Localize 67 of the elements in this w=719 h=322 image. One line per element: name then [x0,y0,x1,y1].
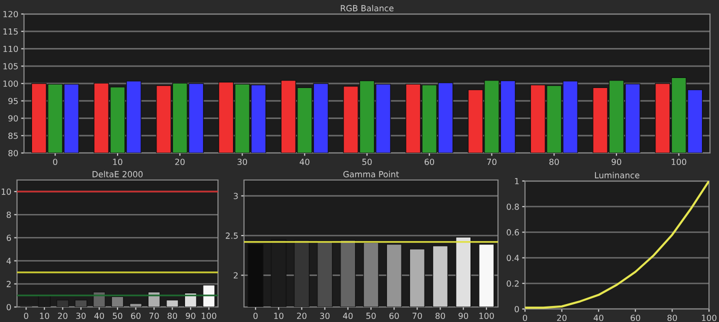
y-tick-label: 10 [2,188,11,195]
y-tick-label: 2 [234,272,238,278]
chart-title: DeltaE 2000 [92,170,143,178]
x-tick-label: 10 [40,312,50,320]
y-tick-label: 95 [8,98,18,104]
y-tick-label: 0.6 [506,229,519,236]
x-tick-label: 70 [149,312,159,320]
y-tick-label: 0 [514,306,519,312]
x-tick-label: 80 [436,312,446,320]
x-tick-label: 40 [594,314,604,322]
x-tick-label: 80 [168,312,178,320]
y-tick-label: 105 [3,63,18,70]
x-tick-label: 20 [175,158,185,166]
x-tick-label: 0 [53,158,58,166]
x-tick-label: 20 [557,314,567,322]
chart-title: RGB Balance [340,4,394,12]
x-tick-label: 40 [300,158,310,166]
x-tick-label: 30 [320,312,330,320]
y-tick-label: 80 [8,150,18,156]
x-tick-label: 100 [702,314,716,322]
y-tick-label: 4 [6,258,11,264]
x-tick-label: 20 [297,312,306,320]
x-tick-label: 90 [458,312,468,320]
y-tick-label: 0 [6,304,11,310]
y-tick-label: 3 [234,192,238,200]
x-tick-label: 90 [186,312,196,320]
x-tick-label: 60 [424,158,434,166]
x-tick-label: 100 [672,158,686,166]
x-tick-label: 0 [24,312,28,320]
x-tick-label: 100 [202,312,216,320]
y-tick-label: 2 [6,280,11,288]
x-tick-label: 90 [612,158,622,166]
y-tick-label: 6 [6,234,11,242]
x-tick-label: 50 [362,158,372,166]
chart-title: Luminance [595,172,640,178]
x-tick-label: 10 [274,312,284,320]
y-tick-label: 90 [8,115,18,122]
y-tick-label: 120 [3,10,18,18]
y-tick-label: 100 [3,80,18,87]
x-tick-label: 0 [522,314,528,322]
y-tick-label: 0.2 [506,280,519,287]
x-tick-label: 20 [58,312,68,320]
x-tick-label: 40 [343,312,353,320]
x-tick-label: 60 [389,312,399,320]
x-tick-label: 60 [131,312,141,320]
x-tick-label: 50 [112,312,122,320]
x-tick-label: 30 [76,312,86,320]
y-tick-label: 0.4 [506,254,519,262]
x-tick-label: 70 [412,312,422,320]
y-tick-label: 8 [6,212,11,218]
x-tick-label: 60 [630,314,640,322]
x-tick-label: 30 [238,158,248,166]
chart-title: Gamma Point [343,170,399,178]
x-tick-label: 0 [253,312,258,320]
x-tick-label: 80 [549,158,559,166]
y-tick-label: 85 [8,132,18,139]
x-tick-label: 70 [487,158,496,166]
y-tick-label: 115 [3,28,18,35]
y-tick-label: 110 [3,46,18,52]
x-tick-label: 80 [667,314,677,322]
y-tick-label: 1 [515,178,519,184]
x-tick-label: 100 [479,312,494,320]
x-tick-label: 10 [113,158,122,166]
y-tick-label: 0.8 [506,204,519,210]
x-tick-label: 40 [94,312,104,320]
x-tick-label: 50 [366,312,376,320]
y-tick-label: 2.5 [226,232,238,239]
